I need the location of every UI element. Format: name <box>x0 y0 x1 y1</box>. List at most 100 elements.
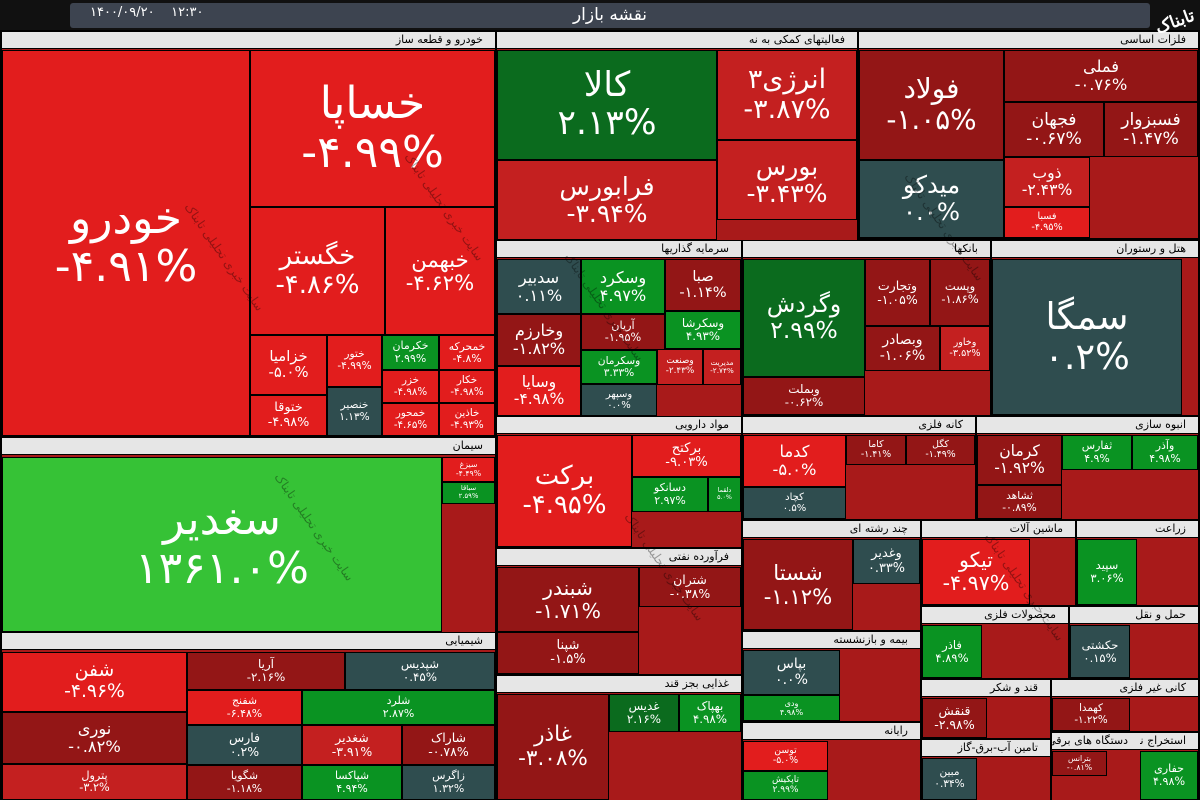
stock-name: بهپاک <box>696 698 724 713</box>
stock-tile: انرژی۳ -۳.۸۷% <box>717 50 857 140</box>
stock-change: -۰.۸۹% <box>1002 501 1037 514</box>
sector-title: سیمان <box>2 438 495 454</box>
stock-name: شپدیس <box>400 656 440 671</box>
stock-tile: خاذین -۴.۹۳% <box>439 403 495 436</box>
stock-name: وسایا <box>521 372 557 391</box>
stock-tile: شفنج -۶.۴۸% <box>187 690 302 725</box>
stock-name: میدکو <box>902 170 961 200</box>
stock-name: وتجارت <box>877 277 918 293</box>
stock-name: کچاد <box>785 492 804 503</box>
sector-title: بانکها <box>743 241 990 257</box>
stock-name: شغدیر <box>335 730 369 746</box>
page-title: نقشه بازار <box>70 3 1150 28</box>
stock-change: -۱.۹۲% <box>994 459 1045 477</box>
stock-name: آریان <box>611 318 635 332</box>
stock-change: -۴.۹۹% <box>337 360 372 372</box>
stock-name: وبصادر <box>882 332 923 349</box>
stock-change: -۲.۹۸% <box>934 717 975 732</box>
stock-change: -۳.۲% <box>79 781 110 794</box>
stock-change: -۴.۹۳% <box>450 418 484 431</box>
stock-name: وسکرشا <box>681 315 725 330</box>
stock-name: وصنعت <box>666 356 694 367</box>
stock-tile: سیزغ -۴.۴۹% <box>442 457 495 482</box>
stock-change: -۹.۰۳% <box>665 455 708 470</box>
stock-name: وگردش <box>766 290 842 319</box>
stock-tile: خکار -۴.۹۸% <box>439 370 495 403</box>
sector-title: کانی غیر فلزی <box>1052 680 1198 696</box>
stock-name: دسانکو <box>653 481 687 495</box>
stock-change: -۱.۱۸% <box>226 781 263 795</box>
stock-tile: کهمدا -۱.۲۲% <box>1052 698 1130 731</box>
stock-name: خمحرکه <box>448 339 486 353</box>
stock-tile: برکتح -۹.۰۳% <box>632 435 741 477</box>
stock-tile: خزامیا -۵.۰% <box>250 335 327 395</box>
stock-change: -۴.۹۵% <box>522 490 607 520</box>
stock-tile: خنصیر ۱.۱۳% <box>327 387 382 436</box>
stock-tile: خزر -۴.۹۸% <box>382 370 439 403</box>
time: ۱۲:۳۰ <box>171 5 204 20</box>
stock-name: فسبزوار <box>1121 109 1181 130</box>
stock-change: -۴.۹۱% <box>54 241 198 292</box>
stock-tile: نوری -۰.۸۲% <box>2 712 187 764</box>
stock-name: وآذر <box>1155 439 1175 453</box>
stock-change: ۲.۱۳% <box>557 103 657 143</box>
stock-name: شفن <box>74 660 115 682</box>
stock-change: -۱.۰۵% <box>886 103 977 136</box>
stock-change: -۱.۷۱% <box>535 598 601 623</box>
stock-name: وخارزم <box>514 321 564 341</box>
stock-name: زاگرس <box>432 769 465 783</box>
stock-name: خزر <box>401 374 420 387</box>
stock-tile: ثفارس ۴.۹% <box>1062 435 1132 470</box>
stock-change: -۱.۰۶% <box>879 347 926 364</box>
stock-change: -۴.۸% <box>452 351 482 365</box>
stock-name: وغدیر <box>871 546 902 562</box>
stock-tile: غاذر -۳.۰۸% <box>497 694 609 800</box>
stock-name: ودی <box>784 698 799 709</box>
stock-name: وپست <box>944 278 976 293</box>
stock-name: مدیریت <box>710 357 734 367</box>
stock-change: ۴.۹% <box>1084 451 1110 465</box>
stock-name: تاپکیش <box>771 774 800 785</box>
stock-change: ۰.۰% <box>775 671 808 688</box>
stock-name: صبا <box>692 267 714 285</box>
stock-change: -۵.۰% <box>772 755 799 766</box>
stock-change: ۱.۳۲% <box>432 781 465 795</box>
sector-title: دستگاه های برقی <box>1052 733 1140 749</box>
stock-change: -۱.۵% <box>550 652 586 667</box>
stock-tile: شغدیر -۳.۹۱% <box>302 725 402 765</box>
stock-name: خودرو <box>69 192 183 244</box>
stock-name: شلرد <box>386 694 411 708</box>
stock-name: مبین <box>939 766 960 779</box>
stock-change: -۰.۸۲% <box>68 737 121 756</box>
stock-change: -۳.۸۷% <box>743 94 831 125</box>
stock-change: -۶.۴۸% <box>226 706 263 720</box>
stock-tile: دسانکو ۲.۹۷% <box>632 477 708 512</box>
timestamp: ۱۴۰۰/۰۹/۲۰ ۱۲:۳۰ <box>90 5 203 20</box>
stock-change: -۴.۴۹% <box>455 468 482 478</box>
stock-name: پترول <box>81 768 108 782</box>
stock-tile: وصنعت -۲.۴۳% <box>657 349 703 385</box>
stock-tile: شتران -۰.۳۸% <box>639 567 741 607</box>
stock-tile: شپدیس ۰.۴۵% <box>345 652 495 690</box>
stock-change: -۱.۱۴% <box>679 284 727 301</box>
stock-name: وسپهر <box>605 389 633 400</box>
stock-tile: وسپهر ۰.۰% <box>581 384 657 416</box>
stock-change: -۲.۴۳% <box>1021 181 1073 199</box>
stock-change: -۴.۹۹% <box>301 126 444 178</box>
stock-name: سمگا <box>1045 294 1129 338</box>
stock-change: -۰.۷۶% <box>1074 75 1128 94</box>
sector-title: ماشین آلات <box>922 521 1075 537</box>
stock-change: -۲.۷۴% <box>710 366 734 375</box>
stock-change: ۰.۰% <box>607 400 631 411</box>
sector-title: قند و شکر <box>922 680 1050 696</box>
stock-tile: حفاری ۴.۹۸% <box>1140 751 1198 800</box>
stock-change: ۰.۳۳% <box>867 560 906 576</box>
stock-name: نوری <box>77 719 112 739</box>
stock-change: ۵.۰% <box>717 493 732 501</box>
stock-name: ذوب <box>1032 163 1062 182</box>
stock-change: -۱.۴۹% <box>925 449 956 460</box>
stock-tile: وبصادر -۱.۰۶% <box>865 326 940 371</box>
stock-change: -۴.۹۷% <box>942 571 1010 595</box>
stock-change: ۰.۱۱% <box>515 285 563 305</box>
stock-name: فجهان <box>1031 109 1077 130</box>
